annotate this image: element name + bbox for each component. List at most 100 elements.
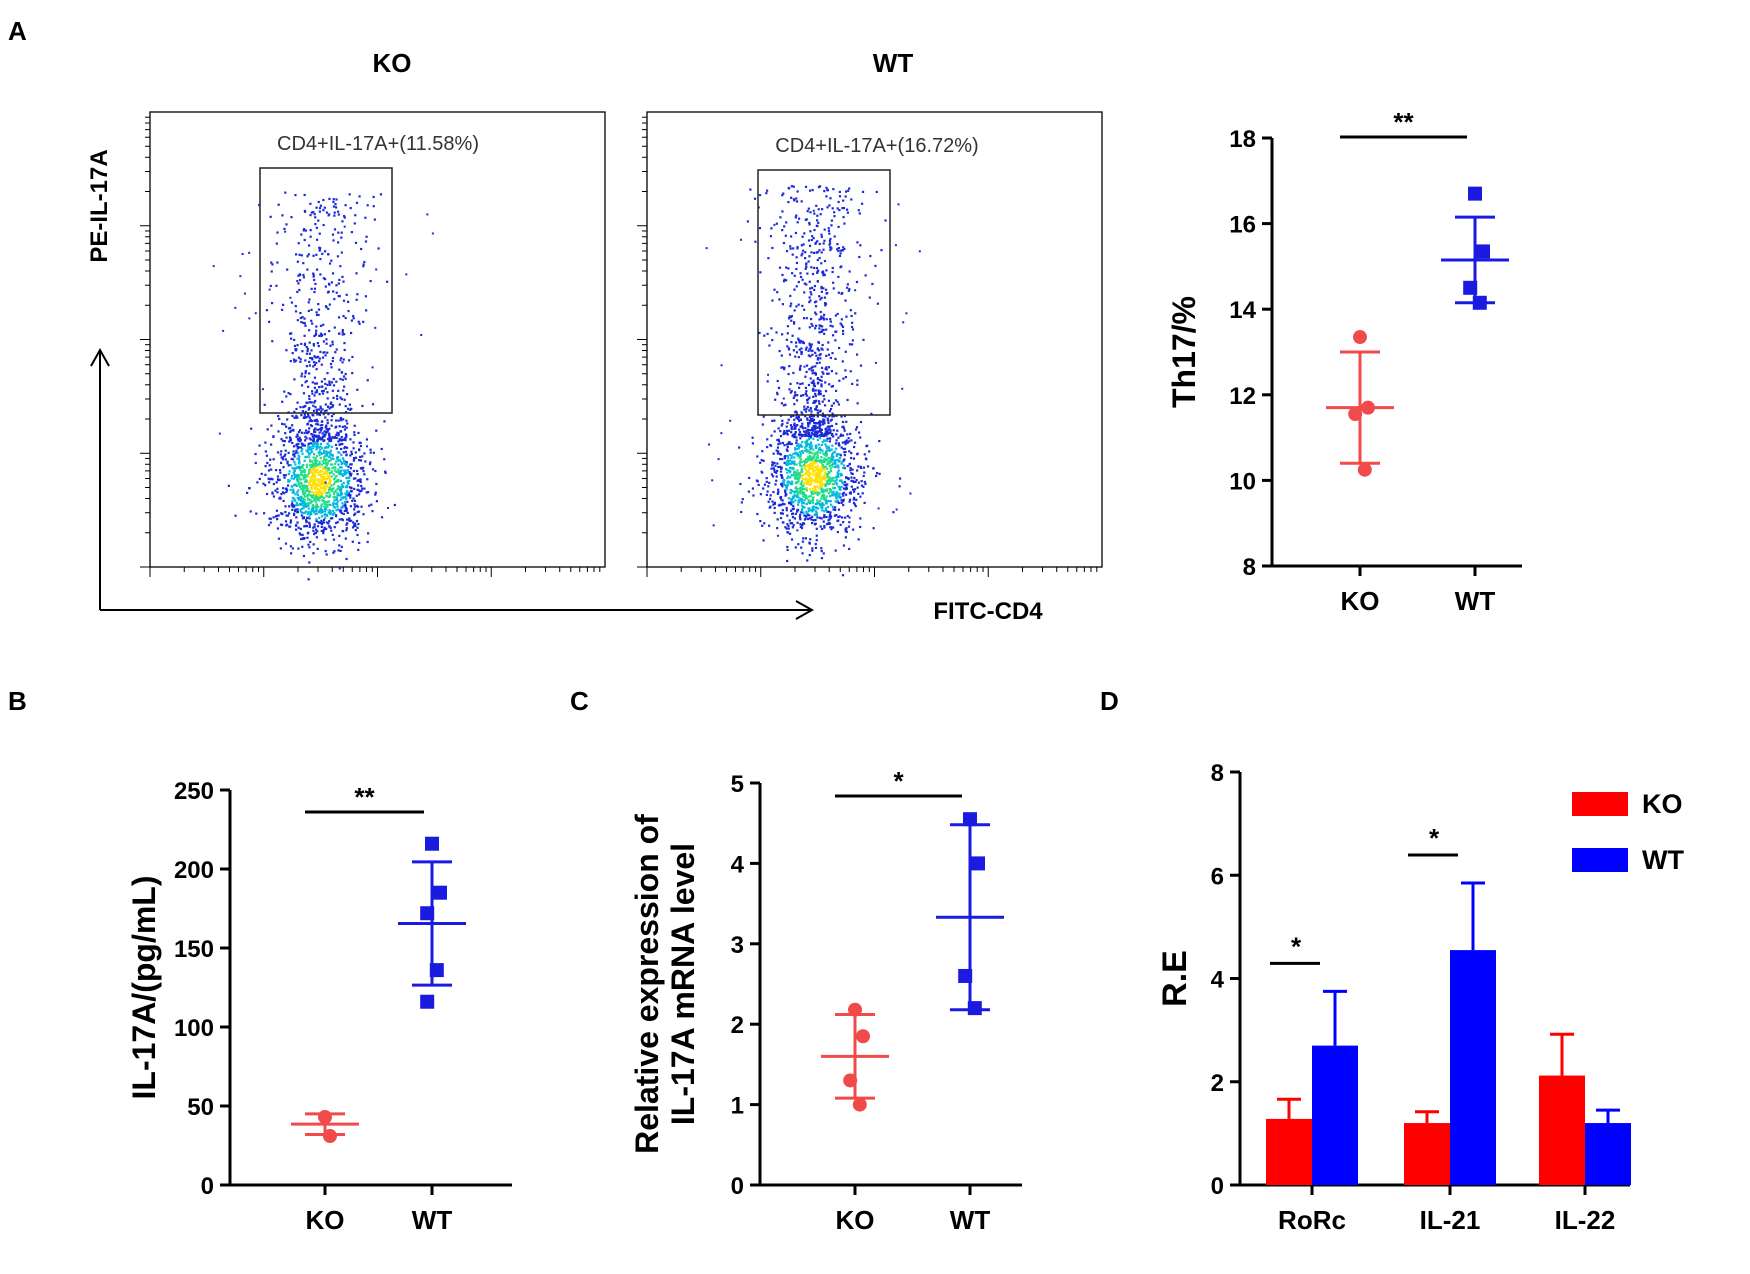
flow-event-ko	[359, 480, 362, 484]
flow-event-ko	[337, 440, 340, 443]
flow-event-ko	[319, 350, 322, 354]
flow-event-wt	[783, 457, 787, 460]
flow-event-wt	[841, 492, 844, 496]
flow-event-ko	[338, 437, 341, 441]
flow-event-ko	[296, 260, 299, 263]
flow-event-wt	[772, 490, 775, 494]
flow-event-wt	[818, 331, 821, 334]
flow-event-wt	[796, 488, 799, 491]
flow-event-ko	[330, 484, 333, 487]
flow-event-wt	[832, 526, 835, 529]
flow-event-ko	[340, 518, 344, 521]
flow-event-wt	[840, 415, 843, 418]
flow-event-ko	[306, 268, 309, 271]
flow-event-ko	[295, 516, 298, 519]
flow-event-ko	[296, 451, 300, 454]
flow-event-wt	[810, 369, 813, 372]
flow-event-ko	[300, 496, 303, 499]
flow-event-wt	[810, 417, 813, 421]
flow-event-ko	[328, 303, 331, 306]
flow-event-ko	[290, 477, 293, 480]
flow-event-ko	[332, 412, 335, 416]
flow-event-ko	[331, 463, 334, 466]
flow-event-ko	[348, 519, 351, 523]
flow-event-ko	[302, 497, 305, 500]
flow-event-wt	[814, 488, 817, 491]
flow-event-ko	[280, 438, 283, 441]
flow-event-wt	[805, 398, 809, 402]
flow-event-wt	[819, 481, 822, 485]
flow-event-ko	[308, 456, 311, 459]
flow-event-ko	[321, 499, 324, 502]
flow-event-ko	[321, 408, 324, 411]
flow-event-wt	[821, 208, 824, 211]
flow-event-ko	[343, 462, 346, 465]
flow-event-ko	[361, 487, 364, 490]
flow-event-wt	[786, 468, 789, 472]
flow-event-ko	[294, 509, 297, 513]
flow-event-ko	[321, 476, 325, 479]
flow-event-wt	[788, 353, 792, 356]
flow-event-wt	[761, 423, 764, 426]
flow-event-wt	[835, 478, 838, 481]
flow-event-wt	[767, 373, 770, 376]
flow-event-wt	[803, 514, 806, 517]
flow-event-wt	[798, 473, 801, 476]
flow-event-wt	[854, 488, 857, 491]
flow-event-wt	[797, 543, 800, 546]
flow-event-ko	[359, 455, 362, 459]
flow-event-ko	[341, 502, 344, 505]
flow-event-wt	[808, 255, 811, 258]
flow-event-ko	[294, 493, 297, 496]
flow-event-wt	[803, 506, 806, 509]
flow-event-ko	[307, 578, 310, 581]
significance-label: *	[1429, 823, 1440, 853]
flow-event-wt	[790, 315, 794, 318]
flow-event-wt	[810, 476, 813, 479]
flow-event-wt	[832, 508, 835, 511]
flow-event-wt	[795, 214, 798, 217]
flow-event-wt	[815, 513, 818, 516]
flow-event-ko	[342, 314, 345, 318]
flow-event-ko	[340, 398, 343, 401]
flow-event-wt	[820, 489, 823, 492]
flow-event-ko	[293, 338, 296, 342]
flow-event-ko	[297, 274, 300, 277]
flow-event-wt	[791, 513, 794, 516]
flow-event-ko	[346, 422, 349, 425]
flow-event-ko	[338, 544, 341, 547]
flow-event-ko	[308, 446, 311, 449]
flow-event-wt	[846, 211, 849, 214]
flow-event-ko	[299, 446, 302, 449]
flow-event-wt	[720, 432, 723, 435]
flow-event-ko	[324, 433, 327, 436]
flow-event-wt	[852, 501, 856, 505]
flow-event-ko	[292, 505, 296, 508]
flow-event-ko	[339, 498, 342, 502]
flow-event-wt	[818, 256, 821, 260]
flow-event-ko	[323, 510, 326, 513]
flow-event-ko	[318, 473, 322, 476]
flow-event-ko	[377, 247, 380, 250]
flow-event-ko	[292, 429, 295, 432]
flow-event-wt	[840, 324, 843, 327]
flow-event-wt	[817, 391, 821, 394]
flow-event-ko	[325, 425, 328, 428]
flow-event-ko	[303, 342, 307, 345]
flow-event-wt	[844, 190, 848, 193]
flow-event-ko	[313, 499, 316, 502]
flow-event-ko	[310, 450, 314, 453]
flow-event-ko	[311, 506, 314, 509]
flow-frame-ko	[149, 111, 606, 568]
flow-event-wt	[818, 327, 821, 330]
flow-event-ko	[316, 445, 319, 448]
flow-event-ko	[331, 509, 335, 512]
flow-event-ko	[323, 466, 327, 469]
flow-event-wt	[788, 462, 791, 465]
flow-event-ko	[312, 365, 315, 368]
flow-event-wt	[801, 511, 805, 514]
flow-event-ko	[293, 416, 296, 419]
flow-event-ko	[351, 526, 355, 529]
flow-event-ko	[324, 459, 328, 462]
flow-event-ko	[311, 508, 314, 512]
